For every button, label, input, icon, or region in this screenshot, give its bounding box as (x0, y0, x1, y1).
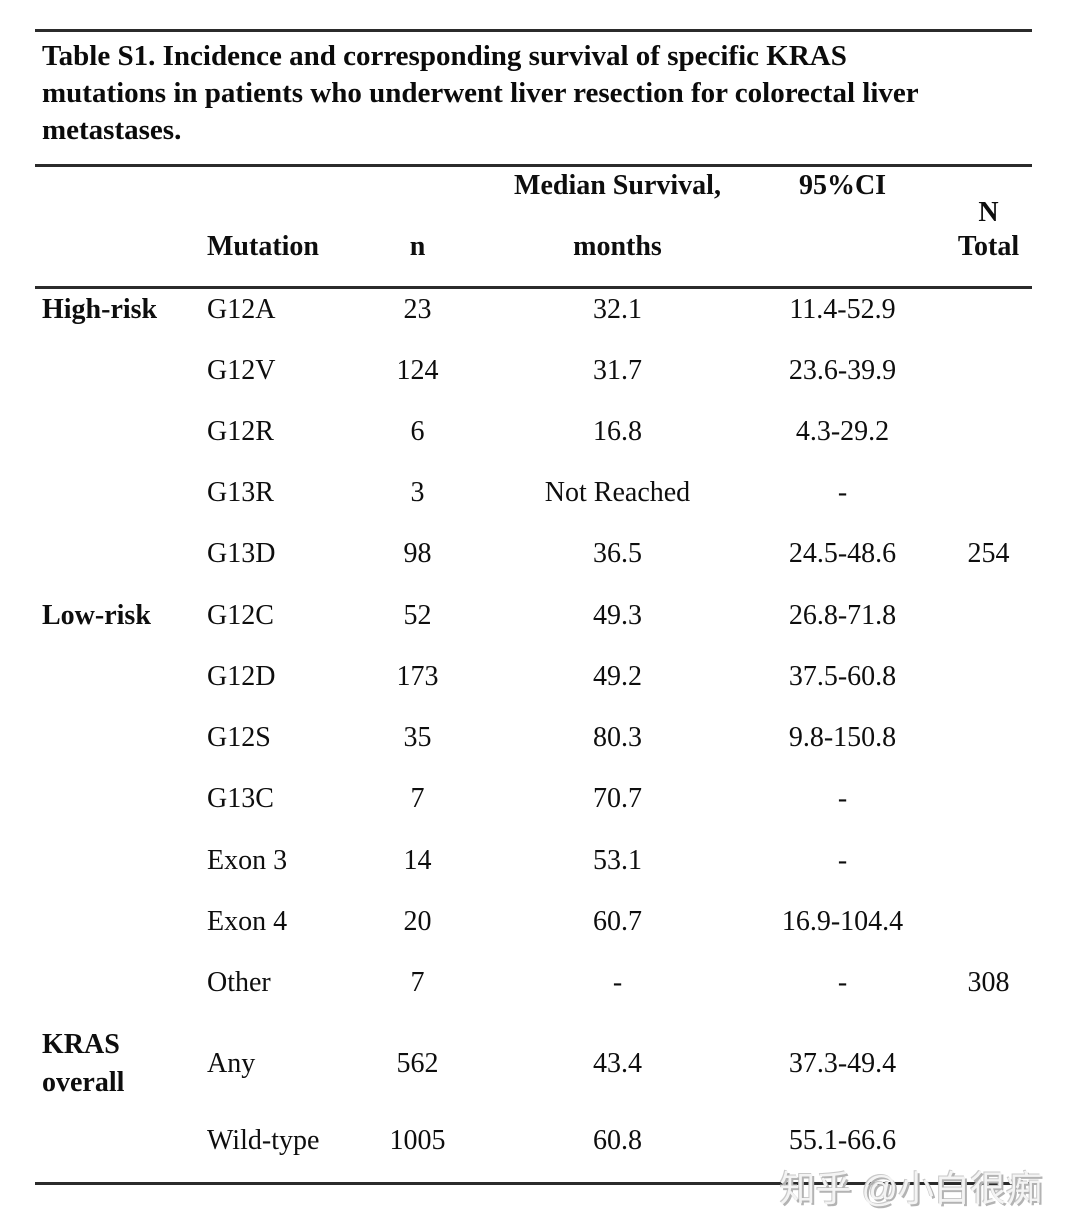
zhihu-watermark: 知乎 @小白很痴 (779, 1168, 1042, 1209)
ci-cell: 4.3-29.2 (795, 416, 890, 447)
header-n-count: n (409, 231, 426, 262)
median-survival-cell: 80.3 (593, 722, 642, 753)
n-cell: 7 (410, 967, 425, 998)
ci-cell: 16.9-104.4 (781, 906, 904, 937)
mutation-cell: G12S (207, 722, 271, 753)
header-95ci: 95%CI (798, 170, 887, 201)
table-row: G12D 173 49.2 37.5-60.8 (35, 655, 1032, 699)
ci-cell: 11.4-52.9 (789, 294, 896, 325)
table-row: G12R 6 16.8 4.3-29.2 (35, 410, 1032, 454)
n-cell: 23 (403, 294, 432, 325)
n-cell: 14 (403, 845, 432, 876)
mutation-cell: G13R (207, 477, 274, 508)
table-row: High-risk G12A 23 32.1 11.4-52.9 (35, 288, 1032, 332)
table-row: G13D 98 36.5 24.5-48.6 254 (35, 532, 1032, 576)
n-cell: 6 (410, 416, 425, 447)
mutation-cell: Wild-type (207, 1125, 320, 1156)
median-survival-cell: 70.7 (593, 783, 642, 814)
median-survival-cell: 32.1 (593, 294, 642, 325)
mutation-cell: G12V (207, 355, 276, 386)
n-cell: 7 (410, 783, 425, 814)
median-survival-cell: 60.8 (593, 1125, 642, 1156)
header-months: months (573, 231, 662, 262)
mutation-cell: Exon 4 (207, 906, 288, 937)
ci-cell: - (837, 967, 848, 998)
mutation-cell: G13D (207, 538, 276, 569)
table-row: G13R 3 Not Reached - (35, 471, 1032, 515)
n-cell: 20 (403, 906, 432, 937)
ci-cell: 26.8-71.8 (788, 600, 897, 631)
median-survival-cell: Not Reached (544, 477, 691, 508)
caption-line-3: metastases. (42, 114, 182, 146)
median-survival-cell: - (612, 967, 623, 998)
header-n: N (978, 197, 999, 228)
ci-cell: - (837, 845, 848, 876)
n-total-cell: 254 (967, 538, 1010, 569)
mutation-cell: G12C (207, 600, 274, 631)
table-caption: Table S1. Incidence and corresponding su… (42, 38, 919, 149)
ci-cell: 55.1-66.6 (788, 1125, 897, 1156)
table-top-rule (35, 29, 1032, 32)
ci-cell: 23.6-39.9 (788, 355, 897, 386)
mutation-cell: G12R (207, 416, 274, 447)
risk-group-label: Low-risk (42, 600, 151, 631)
header-n-total-line1: N (945, 170, 1032, 228)
caption-line-2: mutations in patients who underwent live… (42, 77, 919, 109)
n-cell: 98 (403, 538, 432, 569)
risk-group-label: High-risk (42, 294, 158, 325)
mutation-cell: G12D (207, 661, 276, 692)
table-row: Exon 4 20 60.7 16.9-104.4 (35, 900, 1032, 944)
title-bottom-rule (35, 164, 1032, 167)
header-median-survival: Median Survival, (514, 170, 721, 201)
table-row: G12V 124 31.7 23.6-39.9 (35, 349, 1032, 393)
median-survival-cell: 53.1 (593, 845, 642, 876)
table-row: Low-risk G12C 52 49.3 26.8-71.8 (35, 594, 1032, 638)
ci-cell: 24.5-48.6 (788, 538, 897, 569)
median-survival-cell: 49.2 (593, 661, 642, 692)
table-row: G13C 7 70.7 - (35, 777, 1032, 821)
n-cell: 35 (403, 722, 432, 753)
header-row-2: Mutation n months Total (35, 225, 1032, 269)
median-survival-cell: 43.4 (593, 1048, 642, 1079)
table-row: KRAS overall Any 562 43.4 37.3-49.4 (35, 1024, 1032, 1104)
header-mutation: Mutation (207, 231, 319, 262)
mutation-cell: Any (207, 1048, 256, 1079)
table-row: Other 7 - - 308 (35, 961, 1032, 1005)
header-bottom-rule (35, 286, 1032, 289)
median-survival-cell: 60.7 (593, 906, 642, 937)
n-total-cell: 308 (967, 967, 1010, 998)
caption-line-1: Table S1. Incidence and corresponding su… (42, 40, 847, 72)
ci-cell: - (837, 783, 848, 814)
median-survival-cell: 49.3 (593, 600, 642, 631)
ci-cell: 37.3-49.4 (788, 1048, 897, 1079)
n-cell: 1005 (389, 1125, 446, 1156)
header-total: Total (957, 231, 1020, 262)
median-survival-cell: 16.8 (593, 416, 642, 447)
header-row-1: Median Survival, 95%CI N (35, 164, 1032, 228)
mutation-cell: G12A (207, 294, 276, 325)
n-cell: 173 (396, 661, 439, 692)
mutation-cell: G13C (207, 783, 274, 814)
ci-cell: - (837, 477, 848, 508)
n-cell: 124 (396, 355, 439, 386)
risk-group-label: KRAS overall (42, 1029, 125, 1098)
median-survival-cell: 36.5 (593, 538, 642, 569)
ci-cell: 37.5-60.8 (788, 661, 897, 692)
n-cell: 52 (403, 600, 432, 631)
table-row: G12S 35 80.3 9.8-150.8 (35, 716, 1032, 760)
n-cell: 562 (396, 1048, 439, 1079)
table-bottom-rule (35, 1182, 1032, 1185)
table-row: Exon 3 14 53.1 - (35, 839, 1032, 883)
median-survival-cell: 31.7 (593, 355, 642, 386)
n-cell: 3 (410, 477, 425, 508)
table-row: Wild-type 1005 60.8 55.1-66.6 (35, 1119, 1032, 1163)
mutation-cell: Other (207, 967, 271, 998)
ci-cell: 9.8-150.8 (788, 722, 897, 753)
mutation-cell: Exon 3 (207, 845, 288, 876)
